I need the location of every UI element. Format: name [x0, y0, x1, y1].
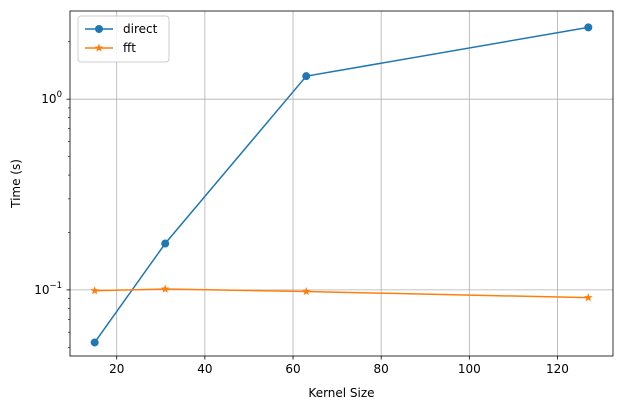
grid	[70, 11, 613, 356]
legend-marker	[94, 43, 104, 52]
series-line-direct	[94, 26, 589, 343]
plot-frame	[69, 10, 614, 357]
data-point-fft	[584, 293, 593, 302]
x-tick-label: 20	[109, 362, 124, 376]
data-point-direct	[584, 23, 593, 32]
data-point-fft	[301, 287, 311, 296]
data-point-fft	[160, 284, 170, 293]
data-point-direct	[161, 239, 170, 248]
x-axis: 20 40 60 80 100 120	[109, 356, 569, 376]
legend-item-fft: fft	[85, 41, 136, 55]
data-point-fft	[90, 286, 99, 295]
data-point-direct	[302, 72, 311, 81]
legend: direct fft	[77, 15, 170, 63]
x-tick-label: 120	[546, 362, 569, 376]
legend-label: direct	[123, 22, 158, 36]
series-line-fft	[94, 288, 589, 299]
series-direct	[90, 23, 593, 347]
series-fft	[90, 284, 593, 302]
legend-item-direct: direct	[85, 22, 158, 36]
y-axis: 10−1 100	[34, 90, 70, 297]
legend-label: fft	[123, 41, 136, 55]
data-point-direct	[90, 338, 99, 347]
x-axis-label: Kernel Size	[308, 386, 374, 400]
x-tick-label: 40	[197, 362, 212, 376]
y-tick-label: 10−1	[34, 281, 62, 297]
y-tick-label: 100	[41, 90, 62, 106]
x-tick-label: 60	[285, 362, 300, 376]
series-layer	[90, 23, 593, 347]
y-axis-label: Time (s)	[9, 159, 23, 209]
legend-marker	[95, 25, 103, 33]
x-tick-label: 100	[458, 362, 481, 376]
x-tick-label: 80	[374, 362, 389, 376]
